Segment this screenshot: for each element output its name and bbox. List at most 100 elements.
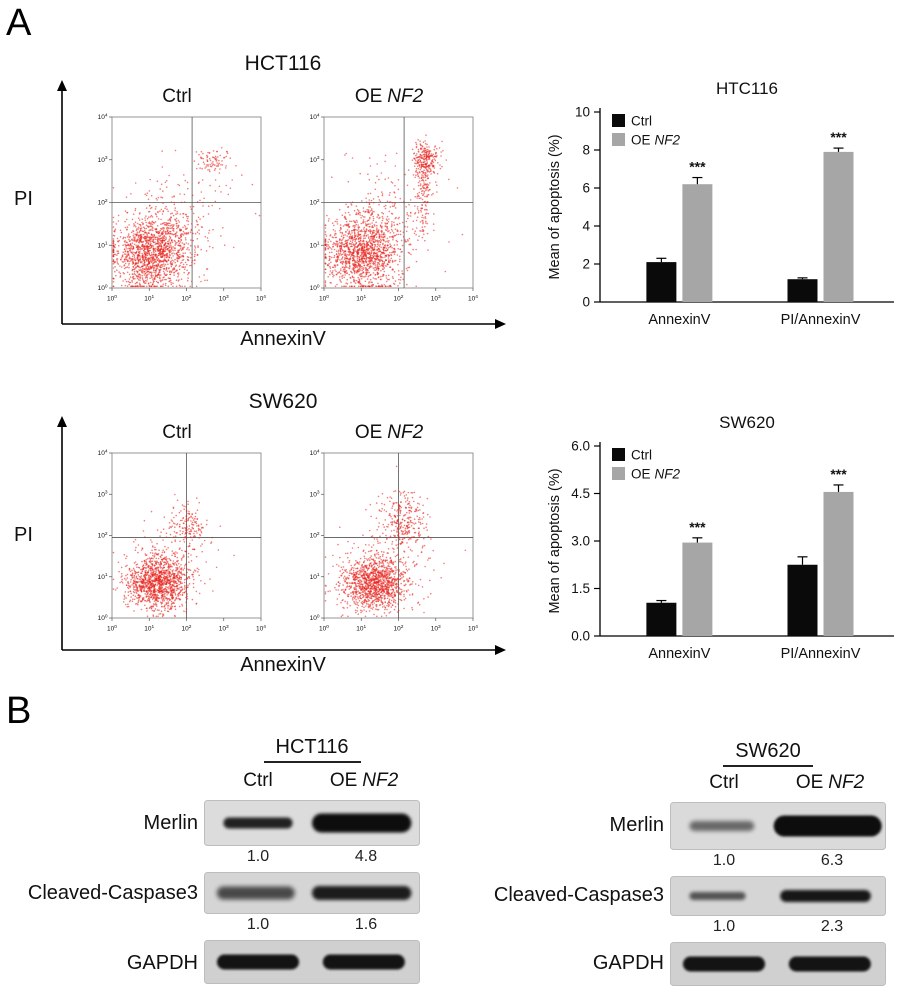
- blot-cleaved-caspase3-sw620: [670, 876, 886, 916]
- svg-text:2: 2: [582, 257, 590, 272]
- quant-oe: 4.8: [354, 848, 378, 865]
- svg-text:101: 101: [356, 294, 366, 303]
- svg-text:0: 0: [582, 295, 590, 310]
- flow-axis-arrows-2: [57, 416, 506, 655]
- blot-header-sw620: SW620: [678, 740, 858, 767]
- svg-text:103: 103: [310, 155, 320, 164]
- flow-scatter-hct116-oenf2: 100 100 101 101 102 102 103 103 104 104: [310, 112, 478, 303]
- svg-text:101: 101: [310, 241, 320, 250]
- flow-col-label-ctrl-1: Ctrl: [88, 86, 266, 108]
- x-axis-arrowhead-icon: [495, 319, 506, 329]
- blot-gapdh-hct116: [204, 940, 420, 984]
- svg-text:10: 10: [575, 105, 590, 120]
- quant-ctrl: 1.0: [712, 918, 736, 935]
- svg-text:102: 102: [98, 198, 108, 207]
- quant-oe: 6.3: [820, 852, 844, 869]
- svg-text:100: 100: [98, 283, 108, 292]
- gene-label: NF2: [387, 422, 424, 443]
- oe-label: OE: [354, 422, 383, 443]
- svg-text:101: 101: [98, 572, 108, 581]
- svg-text:***: ***: [830, 129, 847, 145]
- blot-cleaved-caspase3-hct116: [204, 872, 420, 914]
- flow-axis-arrows-1: [57, 80, 506, 329]
- svg-text:100: 100: [107, 624, 117, 633]
- svg-text:102: 102: [182, 624, 192, 633]
- ctrl-label: Ctrl: [709, 772, 739, 793]
- quant-merlin-sw620: 1.0 6.3: [670, 852, 886, 870]
- protein-label-cc3-1: Cleaved-Caspase3: [27, 882, 198, 904]
- protein-label-merlin-2: Merlin: [609, 814, 664, 836]
- svg-text:104: 104: [468, 294, 478, 303]
- svg-text:102: 102: [182, 294, 192, 303]
- svg-text:104: 104: [98, 448, 108, 457]
- blot-col-oenf2-2: OE NF2: [770, 772, 890, 794]
- flow-col-label-oenf2-2: OE NF2: [300, 422, 478, 444]
- blot-merlin-hct116: [204, 800, 420, 846]
- svg-text:100: 100: [310, 283, 320, 292]
- svg-text:102: 102: [98, 531, 108, 540]
- quant-cc3-hct116: 1.0 1.6: [204, 916, 420, 934]
- gene-label: NF2: [828, 772, 865, 793]
- svg-text:104: 104: [98, 112, 108, 121]
- svg-text:103: 103: [98, 490, 108, 499]
- protein-label-gapdh-1: GAPDH: [126, 952, 198, 974]
- svg-text:PI/AnnexinV: PI/AnnexinV: [781, 312, 861, 328]
- annexinv-axis-label-1: AnnexinV: [240, 328, 326, 350]
- svg-text:6: 6: [582, 181, 590, 196]
- quant-cc3-sw620: 1.0 2.3: [670, 918, 886, 936]
- flow-scatter-sw620-ctrl: 100 100 101 101 102 102 103 103 104 104: [98, 448, 266, 633]
- protein-label-cc3-2: Cleaved-Caspase3: [493, 884, 664, 906]
- oe-label: OE: [354, 86, 383, 107]
- flow-col-label-oenf2-1: OE NF2: [300, 86, 478, 108]
- pi-axis-label-1: PI: [14, 188, 33, 210]
- svg-text:101: 101: [144, 294, 154, 303]
- oe-label: OE: [795, 772, 824, 793]
- cell-line-label: SW620: [723, 740, 813, 767]
- quant-ctrl: 1.0: [246, 848, 270, 865]
- svg-text:101: 101: [144, 624, 154, 633]
- blot-gapdh-sw620: [670, 942, 886, 986]
- svg-text:103: 103: [219, 624, 229, 633]
- protein-label-gapdh-2: GAPDH: [592, 952, 664, 974]
- svg-text:100: 100: [107, 294, 117, 303]
- flow-title-sw620: SW620: [248, 390, 318, 413]
- svg-text:104: 104: [256, 294, 266, 303]
- ctrl-label: Ctrl: [243, 770, 273, 791]
- svg-text:102: 102: [310, 198, 320, 207]
- panel-b-label: B: [6, 690, 32, 732]
- svg-text:104: 104: [310, 112, 320, 121]
- svg-text:100: 100: [319, 294, 329, 303]
- gene-label: NF2: [387, 86, 424, 107]
- svg-text:4: 4: [582, 219, 590, 234]
- pi-axis-label-2: PI: [14, 524, 33, 546]
- annexinv-axis-label-2: AnnexinV: [240, 654, 326, 676]
- blot-merlin-sw620: [670, 802, 886, 850]
- panel-a-label: A: [6, 2, 32, 44]
- protein-label-merlin-1: Merlin: [143, 812, 198, 834]
- svg-text:AnnexinV: AnnexinV: [648, 312, 710, 328]
- flow-col-label-ctrl-2: Ctrl: [88, 422, 266, 444]
- bar-chart-htc116: HTC116 0 2 4 6 8 10 Mean of apoptosis (%) Annexi…: [547, 79, 894, 328]
- blot-header-hct116: HCT116: [222, 736, 402, 763]
- x-axis-arrowhead-icon: [495, 645, 506, 655]
- oe-label: OE: [329, 770, 358, 791]
- y-axis-arrowhead-icon: [57, 80, 67, 91]
- svg-text:Mean of apoptosis (%): Mean of apoptosis (%): [547, 134, 563, 279]
- quant-oe: 1.6: [354, 916, 378, 933]
- svg-text:103: 103: [98, 155, 108, 164]
- svg-text:8: 8: [582, 143, 590, 158]
- blot-col-oenf2-1: OE NF2: [304, 770, 424, 792]
- blot-col-ctrl-1: Ctrl: [213, 770, 303, 792]
- svg-text:103: 103: [219, 294, 229, 303]
- svg-text:104: 104: [256, 624, 266, 633]
- quant-ctrl: 1.0: [246, 916, 270, 933]
- svg-text:***: ***: [689, 159, 706, 175]
- svg-text:HTC116: HTC116: [716, 79, 778, 98]
- svg-text:102: 102: [394, 294, 404, 303]
- svg-text:101: 101: [98, 241, 108, 250]
- quant-merlin-hct116: 1.0 4.8: [204, 848, 420, 866]
